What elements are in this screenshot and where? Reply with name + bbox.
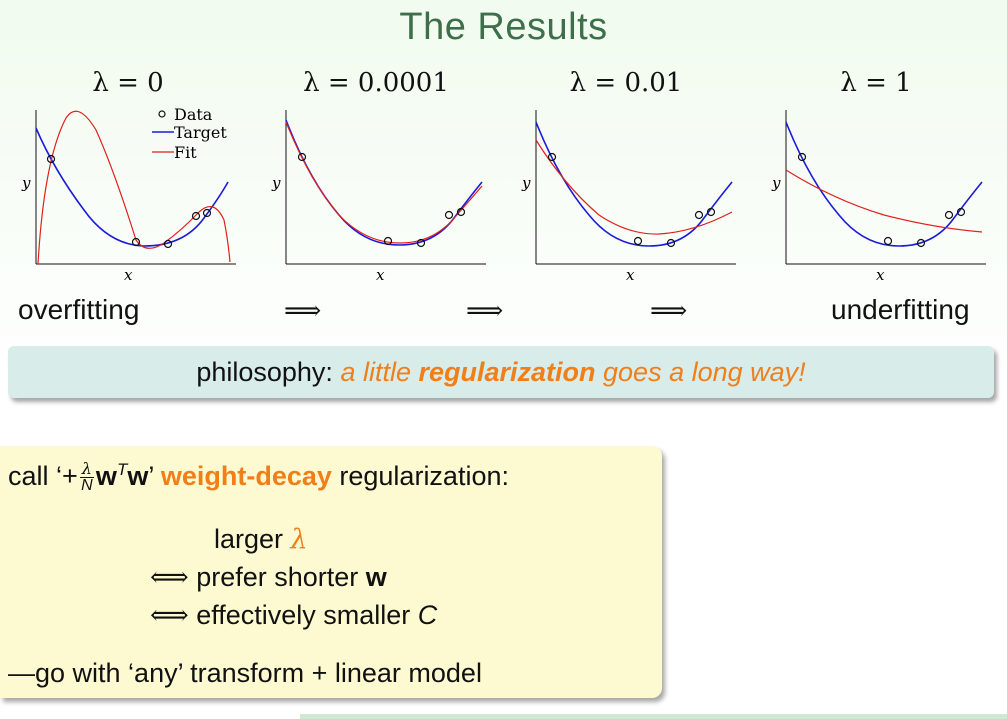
data-point xyxy=(883,236,893,246)
fit-curve xyxy=(37,110,231,265)
arrow-1: ⟹ xyxy=(284,296,322,326)
data-point xyxy=(456,207,466,217)
lambda-label-1: λ = 0 xyxy=(92,68,164,98)
call-text: call ‘+ xyxy=(8,461,78,491)
fit-curve xyxy=(785,169,983,233)
y-axis-label: y xyxy=(771,174,781,192)
data-point xyxy=(163,239,173,249)
close-quote: ’ xyxy=(148,461,161,491)
underfitting-label: underfitting xyxy=(831,294,970,325)
philosophy-bold: regularization xyxy=(418,357,596,387)
data-point xyxy=(444,210,454,220)
lambda-symbol: λ xyxy=(290,524,308,555)
legend-data: Data xyxy=(174,105,213,124)
iff-arrow: ⟺ xyxy=(150,600,189,631)
philosophy-part2: goes a long way! xyxy=(595,357,806,387)
lambda-label-2: λ = 0.0001 xyxy=(303,68,449,98)
x-axis-label: x xyxy=(124,266,133,284)
prefer-shorter-line: ⟺ prefer shorter w xyxy=(150,562,387,593)
y-axis-label: y xyxy=(271,174,281,192)
regularization-text: regularization: xyxy=(331,461,509,491)
slide-title: The Results xyxy=(399,6,608,48)
data-point xyxy=(666,238,676,248)
data-point xyxy=(202,208,212,218)
linear-model-line: —go with ‘any’ transform + linear model xyxy=(8,658,482,688)
transpose-sup: T xyxy=(116,460,128,479)
target-curve xyxy=(35,127,229,247)
lambda-label-4: λ = 1 xyxy=(840,68,912,98)
target-curve xyxy=(785,121,983,247)
x-axis-label: x xyxy=(626,266,635,284)
plot-lambda-0: y x Data Target Fit xyxy=(14,100,244,285)
footer-bar xyxy=(300,714,1007,719)
data-point xyxy=(416,238,426,248)
smaller-c-line: ⟺ effectively smaller C xyxy=(150,600,438,631)
data-point xyxy=(706,207,716,217)
target-curve xyxy=(535,121,733,247)
w-vector: w xyxy=(95,461,117,491)
data-point xyxy=(694,210,704,220)
philosophy-prefix: philosophy: xyxy=(196,357,341,387)
data-point xyxy=(547,152,557,162)
plot-lambda-1: y x xyxy=(764,100,994,285)
y-axis-label: y xyxy=(21,174,31,192)
data-point xyxy=(916,238,926,248)
overfitting-label: overfitting xyxy=(18,294,140,325)
lambda-label-3: λ = 0.01 xyxy=(569,68,683,98)
data-point xyxy=(383,236,393,246)
x-axis-label: x xyxy=(876,266,885,284)
weight-decay-term: weight-decay xyxy=(160,461,332,491)
data-point xyxy=(944,210,954,220)
plot-lambda-0.01: y x xyxy=(514,100,744,285)
w-vector-2: w xyxy=(127,461,149,491)
philosophy-part1: a little xyxy=(340,357,419,387)
data-point xyxy=(131,237,141,247)
arrow-3: ⟹ xyxy=(650,296,688,326)
legend-fit: Fit xyxy=(174,143,197,162)
data-point xyxy=(797,152,807,162)
data-point xyxy=(46,154,56,164)
data-point xyxy=(956,207,966,217)
x-axis-label: x xyxy=(376,266,385,284)
philosophy-banner: philosophy: a little regularization goes… xyxy=(8,346,994,398)
data-point xyxy=(297,152,307,162)
iff-arrow: ⟺ xyxy=(150,562,189,593)
plot-lambda-0.0001: y x xyxy=(264,100,494,285)
larger-lambda-line: larger λ xyxy=(214,524,308,555)
arrow-2: ⟹ xyxy=(466,296,504,326)
legend-data-marker xyxy=(158,110,166,118)
data-point xyxy=(633,236,643,246)
legend-target: Target xyxy=(174,123,227,142)
data-point xyxy=(191,211,201,221)
fit-curve xyxy=(535,139,733,235)
fit-curve xyxy=(285,121,483,244)
y-axis-label: y xyxy=(521,174,531,192)
